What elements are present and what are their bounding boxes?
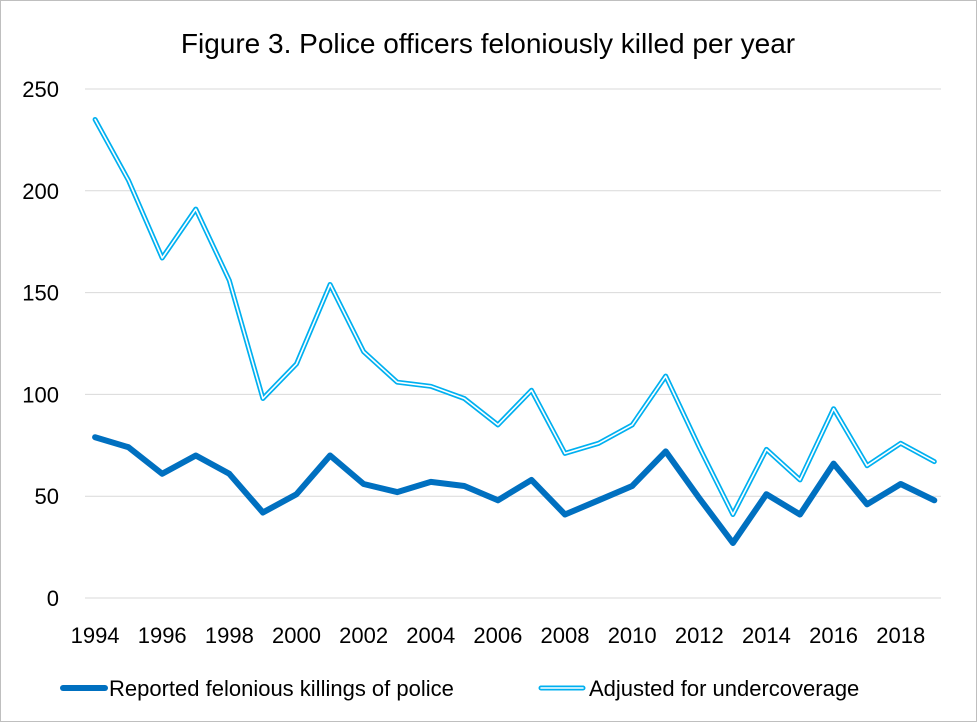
y-tick-label: 250 xyxy=(22,77,59,102)
chart-title: Figure 3. Police officers feloniously ki… xyxy=(181,28,795,59)
x-tick-label: 2014 xyxy=(742,623,791,648)
legend: Reported felonious killings of police Adj… xyxy=(60,676,859,701)
legend-label-adjusted: Adjusted for undercoverage xyxy=(589,676,859,701)
x-axis-tick-labels: 1994 1996 1998 2000 2002 2004 2006 2008 2010 2012… xyxy=(71,623,926,648)
x-tick-label: 2002 xyxy=(339,623,388,648)
y-tick-label: 200 xyxy=(22,179,59,204)
x-tick-label: 2000 xyxy=(272,623,321,648)
x-tick-label: 2016 xyxy=(809,623,858,648)
y-tick-label: 100 xyxy=(22,382,59,407)
x-tick-label: 2012 xyxy=(675,623,724,648)
x-tick-label: 2008 xyxy=(541,623,590,648)
series-line-adjusted-inner xyxy=(94,118,936,516)
y-tick-label: 0 xyxy=(47,586,59,611)
series-line-adjusted-outer xyxy=(92,117,937,517)
x-tick-label: 1994 xyxy=(71,623,120,648)
x-tick-label: 1996 xyxy=(138,623,187,648)
series-lines xyxy=(92,117,938,546)
legend-label-reported: Reported felonious killings of police xyxy=(109,676,454,701)
x-tick-label: 2004 xyxy=(406,623,455,648)
y-tick-label: 150 xyxy=(22,281,59,306)
y-axis-tick-labels: 0 50 100 150 200 250 xyxy=(22,77,59,611)
x-tick-label: 2006 xyxy=(473,623,522,648)
x-tick-label: 2018 xyxy=(876,623,925,648)
y-tick-label: 50 xyxy=(35,484,59,509)
gridlines xyxy=(85,88,941,599)
x-tick-label: 1998 xyxy=(205,623,254,648)
x-tick-label: 2010 xyxy=(608,623,657,648)
series-line-reported xyxy=(92,434,938,546)
